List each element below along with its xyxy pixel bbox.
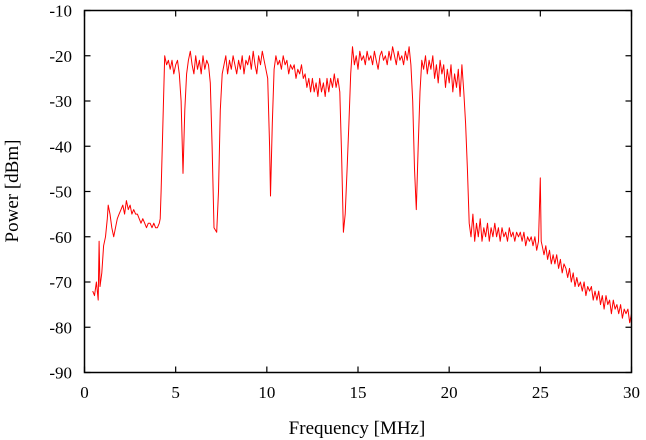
x-tick-label: 30 — [623, 383, 640, 402]
y-tick-label: -40 — [49, 137, 72, 156]
y-axis-title: Power [dBm] — [2, 140, 23, 243]
x-tick-label: 25 — [532, 383, 549, 402]
x-tick-label: 10 — [258, 383, 275, 402]
x-tick-label: 20 — [441, 383, 458, 402]
x-tick-label: 5 — [171, 383, 180, 402]
y-tick-label: -30 — [49, 92, 72, 111]
y-tick-label: -50 — [49, 183, 72, 202]
y-axis: -10 -20 -30 -40 -50 -60 -70 -80 -90 — [49, 2, 632, 383]
x-tick-label: 0 — [80, 383, 89, 402]
x-tick-label: 15 — [350, 383, 367, 402]
y-tick-label: -10 — [49, 2, 72, 21]
y-tick-label: -80 — [49, 318, 72, 337]
spectrum-trace — [92, 46, 632, 324]
x-axis: 0 5 10 15 20 25 30 — [80, 10, 640, 402]
y-tick-label: -70 — [49, 273, 72, 292]
x-axis-title: Frequency [MHz] — [289, 418, 426, 439]
plot-area — [92, 46, 632, 324]
y-tick-label: -60 — [49, 228, 72, 247]
y-tick-label: -90 — [49, 364, 72, 383]
y-tick-label: -20 — [49, 47, 72, 66]
